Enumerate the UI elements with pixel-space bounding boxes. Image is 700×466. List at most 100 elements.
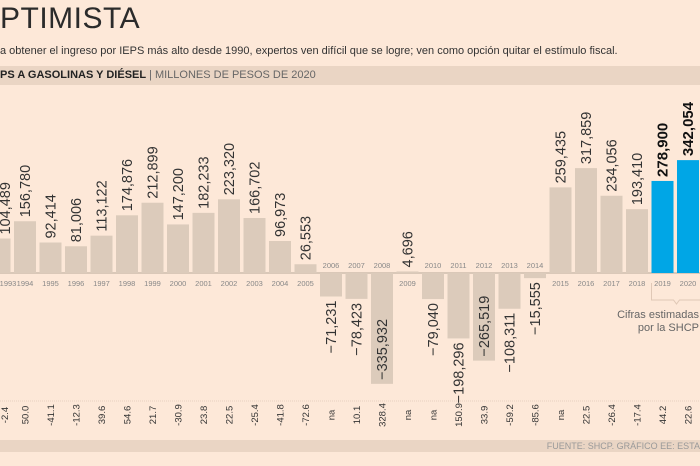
bar-2005: [294, 264, 317, 273]
bar-2013: [498, 273, 521, 309]
bar-2007: [345, 273, 368, 299]
year-label-1996: 1996: [68, 279, 85, 288]
year-label-2010: 2010: [425, 261, 442, 270]
separator: |: [149, 69, 152, 81]
value-label-2020: 342,054: [680, 101, 697, 156]
value-label-1998: 174,876: [120, 159, 136, 211]
value-label-2019: 278,900: [655, 123, 672, 177]
year-label-2009: 2009: [399, 279, 416, 288]
bar-2002: [218, 199, 240, 273]
bar-1993: [0, 238, 11, 273]
year-label-2007: 2007: [348, 261, 365, 270]
value-label-2013: −108,311: [503, 313, 519, 373]
bar-2014: [524, 273, 546, 279]
value-label-2011: −198,296: [452, 342, 468, 403]
pct-change-2003: -25.4: [250, 404, 261, 426]
bar-2016: [575, 168, 597, 273]
year-label-2002: 2002: [221, 279, 238, 288]
pct-change-2016: 22.5: [582, 406, 593, 425]
bar-2012: [473, 273, 495, 361]
value-label-2007: −78,423: [350, 303, 366, 356]
bar-2011: [447, 273, 470, 339]
pct-change-2011: 150.9: [454, 403, 465, 427]
bar-2008: [371, 273, 393, 384]
year-label-1998: 1998: [119, 279, 136, 288]
year-label-1995: 1995: [42, 279, 59, 288]
bar-2000: [167, 224, 189, 273]
pct-change-2014: -85.6: [531, 404, 542, 426]
pct-change-1999: 21.7: [148, 406, 159, 425]
chart-heading-band: PS A GASOLINAS Y DIÉSEL | MILLONES DE PESO…: [0, 66, 700, 85]
bar-2019: [651, 180, 674, 273]
pct-change-2007: 10.1: [352, 406, 363, 425]
pct-change-1994: 50.0: [21, 406, 32, 425]
value-label-2008: −335,932: [375, 319, 391, 380]
year-label-1994: 1994: [17, 279, 34, 288]
pct-change-2015: na: [556, 409, 567, 420]
pct-change-2004: -41.8: [276, 404, 287, 426]
bar-2010: [422, 273, 444, 300]
annotation-line2: por la SHCP: [638, 322, 699, 334]
bar-2020: [677, 160, 699, 273]
value-label-1997: 113,122: [95, 180, 111, 231]
value-label-1999: 212,899: [146, 146, 162, 198]
year-label-2016: 2016: [578, 279, 595, 288]
pct-change-2000: -30.9: [174, 404, 185, 426]
value-label-2016: 317,859: [579, 112, 595, 164]
year-label-1999: 1999: [144, 279, 161, 288]
bar-1999: [141, 202, 164, 273]
year-label-2001: 2001: [195, 279, 212, 288]
pct-change-2008: 328.4: [378, 403, 389, 427]
year-label-1997: 1997: [93, 279, 110, 288]
year-label-1993: 1993: [0, 279, 16, 288]
bar-2017: [600, 195, 623, 273]
pct-change-2009: na: [403, 409, 414, 420]
value-label-2006: −71,231: [324, 301, 340, 354]
pct-change-2010: na: [429, 409, 440, 420]
value-label-1996: 81,006: [69, 198, 85, 242]
year-label-2004: 2004: [272, 279, 289, 288]
bar-2003: [243, 217, 266, 273]
value-label-2003: 166,702: [248, 162, 264, 214]
pct-change-2020: 22.6: [684, 406, 695, 425]
bar-1994: [14, 221, 36, 273]
value-label-1994: 156,780: [18, 165, 34, 217]
bar-2009: [396, 271, 419, 273]
value-label-2004: 96,973: [273, 193, 289, 237]
annotation-bracket: [651, 283, 700, 305]
year-label-2005: 2005: [297, 279, 314, 288]
chart-unit: MILLONES DE PESOS DE 2020: [154, 69, 316, 81]
page-title: PTIMISTA: [0, 2, 141, 35]
year-label-2020: 2020: [680, 279, 697, 288]
page-subtitle: a obtener el ingreso por IEPS más alto d…: [0, 45, 618, 57]
pct-change-2001: 23.8: [199, 406, 210, 425]
year-label-2018: 2018: [629, 279, 646, 288]
year-label-2017: 2017: [603, 279, 620, 288]
bar-1995: [39, 242, 62, 273]
bar-1998: [116, 215, 138, 273]
year-label-2011: 2011: [450, 261, 466, 270]
value-label-1993: 104,489: [0, 182, 14, 234]
year-label-2015: 2015: [552, 279, 569, 288]
year-label-2014: 2014: [527, 261, 544, 270]
value-label-2015: 259,435: [554, 131, 570, 183]
value-label-2005: 26,553: [299, 216, 315, 260]
pct-change-1995: -41.1: [46, 404, 57, 426]
chart-title: PS A GASOLINAS Y DIÉSEL: [0, 69, 147, 81]
source-text: FUENTE: SHCP. GRÁFICO EE: ESTA: [546, 441, 700, 451]
value-label-2000: 147,200: [171, 168, 187, 220]
value-label-2018: 193,410: [630, 153, 646, 205]
year-label-2006: 2006: [323, 261, 340, 270]
bar-2004: [269, 240, 291, 273]
annotation-line1: Cifras estimadas: [617, 309, 699, 321]
pct-change-1993: -2.4: [0, 407, 11, 423]
bar-2018: [626, 209, 648, 273]
value-label-2009: 4,696: [401, 231, 417, 267]
bar-2001: [192, 212, 215, 273]
bar-1997: [90, 235, 113, 273]
year-label-2019: 2019: [654, 279, 671, 288]
pct-change-1997: 39.6: [97, 406, 108, 425]
pct-change-1998: 54.6: [123, 406, 134, 425]
pct-change-2019: 44.2: [658, 406, 669, 425]
